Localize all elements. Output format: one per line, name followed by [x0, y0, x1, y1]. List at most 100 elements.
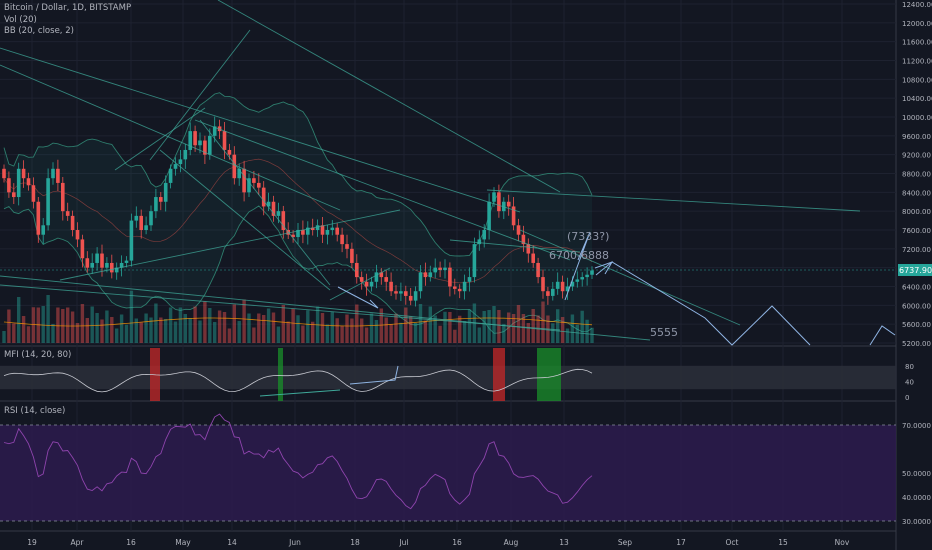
candle-body — [536, 262, 540, 278]
rsi-tick-bg — [898, 516, 932, 526]
trend-line — [114, 107, 206, 171]
price-tick-label: 7200.00 — [902, 246, 931, 254]
volume-bar — [374, 320, 379, 343]
candle-body — [453, 286, 457, 289]
price-annotation: (7333?) — [567, 230, 609, 243]
mfi-signal-zone — [278, 348, 283, 401]
candle-body — [350, 248, 354, 263]
candle-body — [119, 262, 124, 268]
trend-line — [149, 29, 251, 161]
volume-bar — [217, 310, 222, 343]
candle-body — [178, 159, 183, 165]
volume-bar — [433, 315, 437, 343]
price-annotation: 5555 — [650, 326, 678, 339]
volume-bar — [409, 316, 413, 343]
volume-bar — [237, 321, 241, 343]
rsi-tick-bg — [898, 420, 932, 430]
candle-body — [257, 182, 261, 188]
time-tick-label: 16 — [452, 538, 462, 547]
volume-bar — [105, 310, 109, 343]
volume-bar — [134, 318, 138, 343]
candle-body — [310, 227, 315, 230]
candle-body — [149, 211, 153, 226]
candle-body — [306, 227, 310, 235]
volume-bar — [149, 317, 153, 343]
volume-bar — [21, 316, 26, 343]
volume-bar — [467, 309, 472, 343]
price-tick-label: 9600.00 — [902, 133, 931, 141]
candle-body — [7, 178, 11, 193]
volume-bar — [531, 309, 535, 343]
trend-line — [0, 275, 651, 341]
volume-bar — [100, 319, 104, 343]
mfi-band — [0, 365, 896, 390]
candle-body — [301, 230, 305, 235]
price-tick-label: 11600.00 — [902, 39, 932, 47]
price-tick-label: 10400.00 — [902, 95, 932, 103]
volume-bar — [291, 308, 295, 343]
volume-bar — [428, 306, 432, 343]
volume-bar — [2, 331, 6, 343]
trend-line — [329, 267, 391, 301]
candle-body — [61, 182, 65, 212]
volume-bar — [306, 310, 310, 343]
volume-bar — [56, 307, 60, 343]
volume-bar — [17, 297, 21, 343]
volume-bar — [320, 313, 325, 343]
volume-bar — [311, 321, 315, 343]
volume-bar — [458, 315, 462, 343]
volume-bar — [355, 304, 359, 343]
trend-line — [0, 284, 561, 331]
mfi-tick-label: 80 — [905, 363, 914, 371]
candle-body — [46, 178, 50, 226]
candle-body — [389, 281, 393, 292]
volume-bar — [325, 324, 330, 343]
volume-bar — [66, 307, 70, 343]
volume-bar — [516, 305, 521, 343]
candle-body — [526, 244, 531, 254]
candle-body — [276, 211, 281, 216]
price-tick-label: 8000.00 — [902, 208, 931, 216]
rsi-legend: RSI (14, close) — [4, 406, 66, 416]
volume-bar — [580, 310, 584, 343]
volume-bar — [345, 314, 349, 343]
volume-bar — [350, 318, 354, 343]
volume-bar — [438, 325, 442, 343]
price-tick-label: 10800.00 — [902, 76, 932, 84]
candle-body — [291, 234, 295, 238]
volume-bar — [585, 319, 589, 343]
volume-bar — [198, 320, 202, 343]
volume-bar — [507, 312, 511, 343]
candle-body — [12, 192, 16, 198]
volume-bar — [286, 321, 290, 343]
candle-body — [551, 288, 555, 296]
volume-bar — [247, 313, 251, 343]
candle-body — [555, 281, 560, 289]
mfi-tick-label: 40 — [905, 378, 914, 386]
volume-bar — [296, 315, 300, 343]
volume-bar — [168, 307, 173, 343]
candle-body — [26, 178, 31, 186]
volume-bar — [85, 318, 89, 343]
current-price-tag: 6737.90 — [899, 266, 932, 275]
mfi-signal-zone — [537, 348, 561, 401]
time-tick-label: May — [175, 538, 191, 547]
volume-ma-line — [3, 317, 593, 327]
volume-bar — [413, 323, 418, 343]
volume-bar — [521, 314, 526, 343]
candle-body — [384, 277, 388, 282]
volume-bar — [551, 323, 555, 343]
time-tick-label: Nov — [835, 538, 850, 547]
candle-body — [546, 291, 550, 296]
volume-bar — [482, 311, 486, 343]
candle-body — [41, 225, 45, 235]
volume-bar — [497, 310, 501, 343]
volume-bar — [560, 317, 565, 343]
candle-body — [487, 201, 491, 230]
mfi-tick-label: 0 — [905, 394, 909, 402]
candle-body — [492, 192, 496, 202]
time-tick-label: 16 — [126, 538, 136, 547]
candle-body — [511, 206, 516, 226]
volume-bar — [144, 313, 148, 343]
